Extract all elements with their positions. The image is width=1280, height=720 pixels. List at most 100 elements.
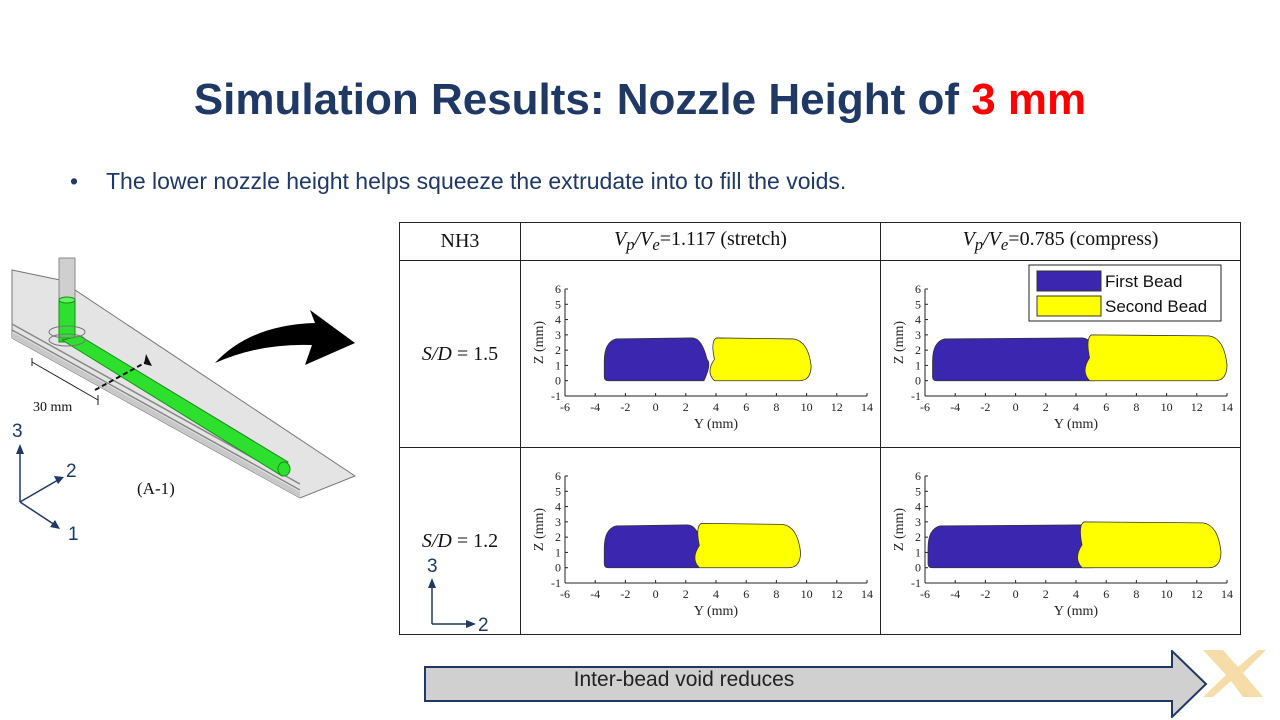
void-reduction-label: Inter-bead void reduces [573, 668, 795, 691]
dimension-label: 30 mm [33, 400, 72, 415]
x-axis-label: Y (mm) [694, 604, 739, 619]
y-tick-label: 1 [555, 358, 561, 372]
x-tick-label: -4 [590, 587, 600, 601]
plot-cell: -6 -4 -2 0 2 4 6 8 10 12 14 -1 0 1 2 3 4 5 6 Y (mm) Z (mm) [520, 447, 881, 635]
legend-swatch-first [1036, 270, 1102, 292]
y-tick-label: 0 [555, 374, 561, 388]
y-tick-label: -1 [911, 576, 921, 590]
second-bead-shape [1084, 334, 1228, 382]
y-axis-label: Z (mm) [532, 508, 547, 551]
x-tick-label: 0 [1013, 587, 1019, 601]
x-tick-label: 12 [1191, 587, 1203, 601]
x-axis-label: Y (mm) [1054, 417, 1099, 432]
x-tick-label: -4 [590, 400, 600, 414]
x-tick-label: -2 [620, 400, 630, 414]
y-tick-label: 6 [555, 282, 561, 296]
y-tick-label: 2 [915, 530, 921, 544]
x-tick-label: 2 [683, 400, 689, 414]
table-header-row: NH3 Vp/Ve=1.117 (stretch) Vp/Ve=0.785 (c… [399, 222, 1241, 261]
x-tick-label: 10 [801, 587, 813, 601]
row-label-sd12: S/D = 1.2 [399, 447, 521, 635]
y-tick-label: 6 [915, 469, 921, 483]
second-bead-shape [694, 522, 801, 569]
curved-arrow-icon [215, 310, 355, 365]
second-bead-shape [709, 337, 812, 382]
x-tick-label: 4 [1073, 400, 1079, 414]
y-tick-label: 5 [555, 484, 561, 498]
x-tick-label: 2 [1043, 587, 1049, 601]
legend-label-second: Second Bead [1105, 297, 1207, 316]
x-tick-label: 0 [653, 587, 659, 601]
first-bead-shape [932, 337, 1100, 382]
x-tick-label: -6 [560, 587, 570, 601]
y-tick-label: 1 [555, 545, 561, 559]
y-tick-label: 4 [555, 313, 561, 327]
void-reduction-arrow [424, 650, 1208, 718]
x-tick-label: -2 [980, 400, 990, 414]
x-tick-label: 0 [1013, 400, 1019, 414]
x-tick-label: 12 [1191, 400, 1203, 414]
x-tick-label: 4 [713, 400, 719, 414]
x-tick-label: 14 [1221, 587, 1233, 601]
second-bead-shape [1077, 521, 1222, 569]
title-main: Simulation Results: Nozzle Height of [193, 75, 972, 124]
x-tick-label: -6 [920, 400, 930, 414]
nozzle-diagram: 30 mm 3 2 1 (A-1) [11, 257, 357, 545]
x-tick-label: 10 [801, 400, 813, 414]
results-table: NH3 Vp/Ve=1.117 (stretch) Vp/Ve=0.785 (c… [399, 222, 1241, 635]
table-corner: NH3 [399, 222, 521, 261]
x-tick-label: -4 [950, 587, 960, 601]
first-bead-shape [603, 337, 710, 382]
axis-3-label: 3 [12, 421, 23, 442]
x-tick-label: -6 [560, 400, 570, 414]
slide-title: Simulation Results: Nozzle Height of 3 m… [0, 72, 1280, 128]
bullet-marker: • [70, 168, 79, 194]
x-tick-label: 10 [1161, 400, 1173, 414]
first-bead-shape [603, 524, 705, 569]
header-compress: Vp/Ve=0.785 (compress) [880, 222, 1241, 261]
axis-2-label: 2 [66, 461, 77, 482]
x-tick-label: 10 [1161, 587, 1173, 601]
legend-label-first: First Bead [1105, 272, 1182, 291]
y-tick-label: 5 [555, 297, 561, 311]
x-axis-label: Y (mm) [1054, 604, 1099, 619]
y-tick-label: -1 [551, 576, 561, 590]
plot-cell: -6 -4 -2 0 2 4 6 8 10 12 14 -1 0 1 2 3 4 5 6 Y (mm) Z (mm) [880, 447, 1241, 635]
small-axis-up-label: 3 [427, 556, 438, 577]
axis-1-label: 1 [68, 524, 79, 545]
y-tick-label: 3 [555, 515, 561, 529]
y-tick-label: -1 [911, 389, 921, 403]
diagram-caption: (A-1) [137, 479, 175, 498]
y-tick-label: 0 [915, 374, 921, 388]
y-axis-label: Z (mm) [892, 508, 907, 551]
x-tick-label: -4 [950, 400, 960, 414]
logo-icon [1203, 650, 1266, 697]
x-tick-label: 8 [1133, 587, 1139, 601]
plot-legend: First Bead Second Bead [1028, 264, 1222, 322]
y-tick-label: 0 [555, 561, 561, 575]
x-tick-label: 6 [743, 400, 749, 414]
y-tick-label: 6 [915, 282, 921, 296]
plot-cell: -6 -4 -2 0 2 4 6 8 10 12 14 -1 0 1 2 3 4 5 6 Y (mm) Z (mm) Fi… [880, 260, 1241, 448]
y-axis-label: Z (mm) [532, 321, 547, 364]
x-tick-label: 2 [683, 587, 689, 601]
first-bead-shape [927, 524, 1098, 569]
x-tick-label: 12 [831, 587, 843, 601]
x-tick-label: 8 [773, 400, 779, 414]
x-tick-label: 6 [743, 587, 749, 601]
y-tick-label: 1 [915, 545, 921, 559]
bullet-text: The lower nozzle height helps squeeze th… [106, 168, 847, 194]
x-tick-label: 12 [831, 400, 843, 414]
bullet-point: • The lower nozzle height helps squeeze t… [70, 168, 846, 195]
y-tick-label: 0 [915, 561, 921, 575]
x-tick-label: 0 [653, 400, 659, 414]
x-tick-label: 8 [773, 587, 779, 601]
x-tick-label: 6 [1103, 400, 1109, 414]
y-tick-label: 4 [555, 500, 561, 514]
y-tick-label: 3 [915, 328, 921, 342]
x-tick-label: -2 [620, 587, 630, 601]
y-axis-label: Z (mm) [892, 321, 907, 364]
plot-cell: -6 -4 -2 0 2 4 6 8 10 12 14 -1 0 1 2 3 4 5 6 Y (mm) Z (mm) [520, 260, 881, 448]
x-tick-label: 2 [1043, 400, 1049, 414]
